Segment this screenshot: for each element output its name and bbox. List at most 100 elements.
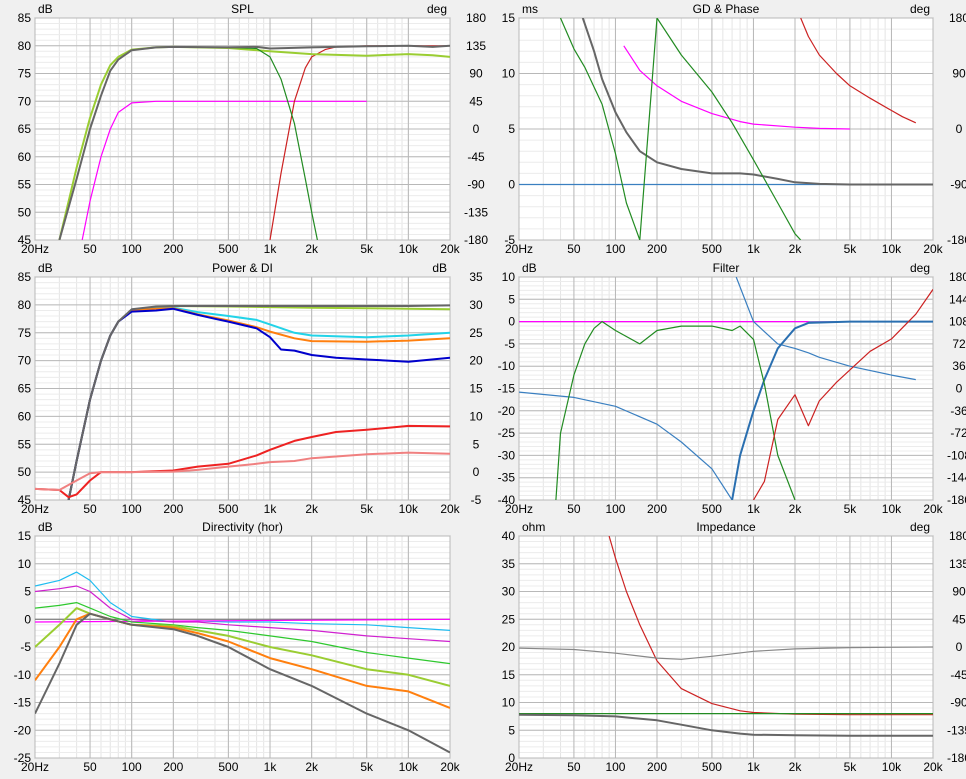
y2-tick-label: -135 [464,205,488,219]
x-tick-label: 200 [647,242,667,256]
x-tick-label: 20k [923,502,943,516]
x-tick-label: 100 [605,502,625,516]
y2-tick-label: 10 [469,409,483,423]
y2-tick-label: 72 [952,337,966,351]
series-line-7 [35,612,450,754]
chart-directivity-hor: 20Hz 50 100 200 500 1k 2k 5k 10k 20k-25-20-15-10-… [14,520,461,774]
y2-tick-label: 135 [466,39,486,53]
y-tick-label: 10 [502,67,516,81]
y2-tick-label: 108 [949,315,966,329]
series-group [35,571,450,754]
x-tick-label: 1k [747,242,761,256]
x-tick-label: 100 [605,242,625,256]
y-tick-label: -10 [14,668,32,682]
y-tick-label: 70 [18,354,32,368]
left-axis-unit: dB [38,2,53,16]
x-tick-label: 2k [305,242,319,256]
y-tick-label: -40 [498,493,516,507]
y2-tick-label: 180 [466,11,486,25]
y-tick-label: 50 [18,205,32,219]
y-tick-label: 5 [508,122,515,136]
x-tick-label: 1k [747,760,761,774]
x-tick-label: 2k [789,760,803,774]
series-line-2 [35,618,450,623]
y2-tick-label: 20 [469,354,483,368]
y-tick-label: 60 [18,150,32,164]
y-tick-label: -20 [498,404,516,418]
x-tick-label: 10k [882,242,902,256]
series-line-6 [35,612,450,709]
y-tick-label: -20 [14,723,32,737]
y-tick-label: 80 [18,39,32,53]
x-tick-label: 20Hz [505,242,533,256]
right-axis-unit: dB [432,261,447,275]
series-line-4 [35,601,450,665]
x-tick-label: 2k [305,502,319,516]
left-axis-unit: dB [38,261,53,275]
y-tick-label: 0 [24,612,31,626]
y2-tick-label: -135 [947,723,966,737]
y-tick-label: 0 [508,178,515,192]
series-line-4 [735,277,916,381]
y2-tick-label: -180 [947,493,966,507]
x-tick-label: 100 [605,760,625,774]
series-group [519,277,933,500]
x-tick-label: 20Hz [21,760,49,774]
series-line-5 [800,18,917,124]
x-tick-label: 5k [844,242,858,256]
x-tick-label: 2k [305,760,319,774]
y2-tick-label: 0 [473,122,480,136]
y2-tick-label: 135 [949,557,966,571]
y-tick-label: 75 [18,67,32,81]
y-tick-label: 55 [18,178,32,192]
series-line-1 [623,45,850,130]
y2-tick-label: 0 [956,122,963,136]
series-line-3 [519,391,733,500]
y2-tick-label: 180 [949,270,966,284]
y-tick-label: 45 [18,233,32,247]
y2-tick-label: -180 [947,751,966,765]
y-tick-label: -5 [20,640,31,654]
chart-title: Directivity (hor) [202,520,283,534]
y-tick-label: 15 [18,529,32,543]
x-tick-label: 5k [360,502,374,516]
y2-tick-label: -90 [467,178,485,192]
series-line-6 [35,424,450,499]
y-tick-label: -5 [504,337,515,351]
y-tick-label: -35 [498,471,516,485]
chart-power-di: 20Hz 50 100 200 500 1k 2k 5k 10k 20k4550556065707… [18,261,483,516]
y2-tick-label: 90 [952,67,966,81]
x-tick-label: 10k [399,760,419,774]
y-tick-label: -25 [498,426,516,440]
y-tick-label: 85 [18,270,32,284]
right-axis-unit: deg [910,2,930,16]
x-tick-label: 5k [844,760,858,774]
x-tick-label: 500 [702,242,722,256]
series-line-7 [752,289,933,500]
y2-tick-label: 90 [469,67,483,81]
y2-tick-label: -36 [950,404,966,418]
x-tick-label: 200 [647,502,667,516]
x-tick-label: 100 [122,502,142,516]
y-tick-label: 15 [502,11,516,25]
x-tick-label: 1k [747,502,761,516]
series-group [58,44,450,240]
x-tick-label: 20Hz [21,502,49,516]
chart-impedance: 20Hz 50 100 200 500 1k 2k 5k 10k 20k 0 5 10 15 20 25 30 3… [502,520,966,774]
y-tick-label: 70 [18,94,32,108]
x-tick-label: 200 [163,760,183,774]
chart-title: SPL [231,2,254,16]
y2-tick-label: 180 [949,11,966,25]
chart-spl: 20Hz 50 100 200 500 1k 2k 5k 10k 20k 45 50 55 60 65 70 7… [18,2,489,256]
left-axis-unit: dB [522,261,537,275]
x-tick-label: 500 [218,760,238,774]
x-tick-label: 1k [264,502,278,516]
y2-tick-label: 45 [469,94,483,108]
y-tick-label: -25 [14,751,32,765]
y-tick-label: -15 [498,382,516,396]
x-tick-label: 10k [882,502,902,516]
x-tick-label: 200 [647,760,667,774]
y2-tick-label: -180 [464,233,488,247]
x-tick-label: 2k [789,502,803,516]
